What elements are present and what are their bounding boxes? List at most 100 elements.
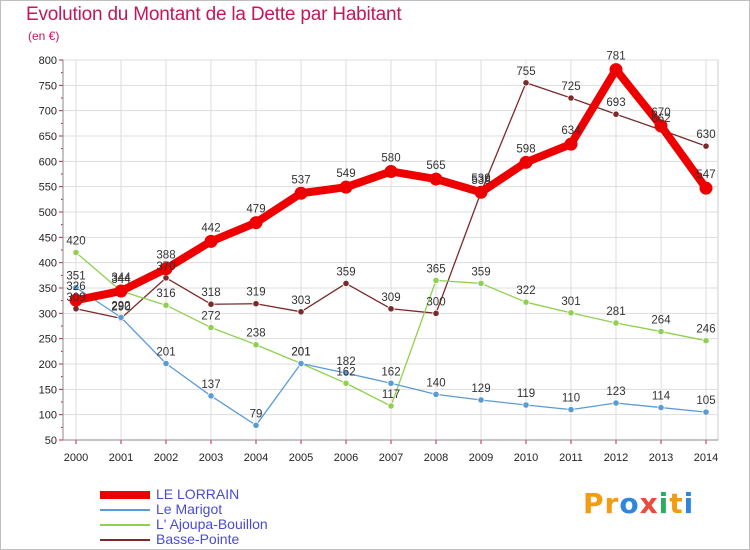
data-point [294, 186, 308, 200]
data-label: 580 [381, 152, 400, 164]
data-label: 565 [426, 160, 445, 172]
y-tick-label: 400 [39, 258, 57, 270]
logo-letter: r [604, 487, 620, 520]
data-point [657, 327, 665, 336]
data-label: 201 [156, 346, 175, 358]
data-point [432, 390, 440, 398]
data-label: 662 [651, 113, 670, 125]
data-label: 123 [606, 386, 625, 398]
data-point [339, 180, 353, 194]
legend-label: L' Ajoupa-Bouillon [156, 516, 268, 532]
x-tick-label: 2000 [64, 452, 88, 464]
data-label: 137 [201, 379, 220, 391]
data-label: 359 [336, 266, 355, 278]
legend-label: Le Marigot [156, 501, 223, 517]
data-point [612, 319, 620, 327]
legend-swatch [100, 539, 150, 541]
y-tick-label: 600 [39, 156, 57, 168]
data-point [207, 392, 215, 400]
data-label: 272 [201, 311, 220, 323]
y-tick-label: 350 [39, 283, 57, 295]
data-label: 201 [291, 346, 310, 358]
data-label: 344 [111, 274, 131, 286]
series-le-marigot [72, 283, 710, 429]
data-label: 119 [517, 388, 535, 400]
data-point [342, 369, 350, 377]
legend-swatch [100, 524, 150, 526]
logo-letter: i [683, 487, 695, 520]
data-point [567, 405, 575, 414]
data-label: 359 [471, 266, 490, 278]
y-tick-label: 50 [45, 435, 57, 447]
y-tick-label: 300 [39, 308, 57, 320]
y-tick-label: 500 [39, 207, 57, 219]
x-tick-label: 2004 [244, 452, 268, 464]
data-label: 238 [246, 328, 265, 340]
data-point [252, 341, 260, 349]
data-point [342, 279, 350, 288]
data-label: 670 [651, 107, 670, 119]
x-tick-label: 2003 [199, 452, 223, 464]
data-label: 344 [111, 272, 131, 284]
data-point [69, 293, 83, 307]
legend-label: Basse-Pointe [156, 531, 240, 547]
data-point [159, 262, 173, 276]
chart-title: Evolution du Montant de la Dette par Hab… [26, 4, 402, 25]
y-tick-label: 250 [39, 334, 57, 346]
logo-letter: t [669, 487, 684, 520]
data-point [297, 308, 305, 316]
logo-letter: P [583, 487, 605, 520]
data-label: 781 [606, 51, 625, 63]
data-label: 326 [66, 281, 85, 293]
data-label: 303 [291, 295, 310, 307]
data-label: 539 [471, 173, 490, 185]
proxiti-logo: Proxiti [583, 487, 694, 520]
data-label: 634 [561, 125, 581, 137]
data-label: 105 [696, 395, 715, 407]
x-tick-label: 2012 [604, 452, 628, 464]
data-label: 547 [696, 169, 715, 181]
x-tick-label: 2008 [424, 452, 448, 464]
data-label: 110 [562, 393, 580, 405]
data-point [117, 313, 125, 321]
x-tick-label: 2010 [514, 452, 538, 464]
data-point [702, 337, 710, 345]
y-tick-label: 450 [39, 232, 57, 244]
data-label: 322 [516, 285, 535, 297]
data-label: 162 [336, 366, 355, 378]
data-label: 201 [291, 346, 310, 358]
data-label: 442 [201, 222, 220, 234]
data-label: 182 [336, 356, 355, 368]
data-point [657, 403, 665, 412]
data-point [162, 301, 170, 309]
data-point [297, 359, 305, 368]
x-tick-label: 2002 [154, 452, 178, 464]
data-point [387, 402, 395, 410]
y-tick-label: 200 [39, 359, 57, 371]
data-point [207, 300, 215, 308]
data-label: 309 [381, 292, 400, 304]
data-point [522, 79, 530, 87]
data-label: 162 [381, 366, 400, 378]
data-label: 246 [696, 324, 715, 336]
series-le-lorrain [69, 63, 713, 307]
data-label: 693 [606, 97, 625, 109]
y-tick-label: 750 [39, 80, 57, 92]
x-tick-label: 2009 [469, 452, 493, 464]
y-tick-label: 650 [39, 131, 57, 143]
y-tick-label: 700 [39, 106, 57, 118]
data-label: 316 [156, 288, 175, 300]
x-tick-label: 2006 [334, 452, 358, 464]
data-point [429, 172, 443, 186]
data-label: 292 [111, 300, 130, 312]
data-point [474, 185, 488, 199]
data-point [567, 309, 575, 317]
data-label: 117 [382, 389, 400, 401]
y-tick-label: 550 [39, 182, 57, 194]
data-point [612, 399, 620, 407]
data-label: 630 [696, 129, 715, 141]
x-tick-label: 2013 [649, 452, 673, 464]
data-label: 351 [66, 270, 85, 282]
data-label: 290 [111, 301, 130, 313]
